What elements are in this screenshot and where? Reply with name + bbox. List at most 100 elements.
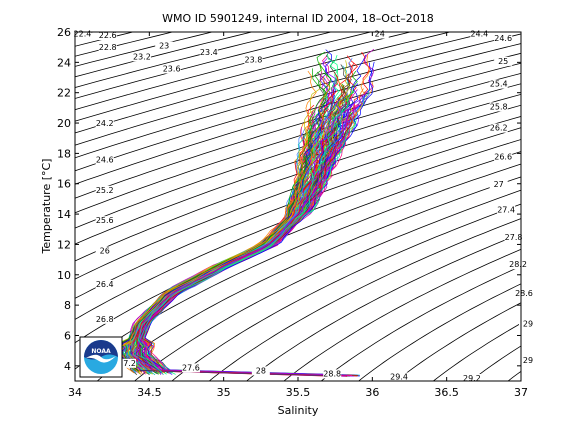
contour-label-bg — [181, 363, 200, 373]
contour-label: 23.8 — [244, 55, 262, 64]
contour-label: 29.4 — [390, 372, 408, 381]
contour-label-bg — [95, 246, 114, 256]
contour-label-bg — [489, 102, 508, 112]
profile-line — [142, 119, 357, 375]
x-tick-label: 34.5 — [137, 386, 162, 399]
contour-label-bg — [494, 56, 513, 66]
contour-label: 24.2 — [96, 119, 114, 128]
contour-label: 27.4 — [497, 206, 515, 215]
contour-label-bg — [489, 179, 508, 189]
isopycnal-line — [283, 248, 521, 381]
contour-label: 24 — [375, 30, 385, 39]
profile-line — [141, 99, 361, 377]
contour-label: 29 — [523, 356, 533, 365]
contour-label: 28.8 — [323, 369, 341, 378]
contour-label: 27 — [494, 180, 504, 189]
contour-label-bg — [323, 369, 342, 379]
contour-label-bg — [504, 232, 523, 242]
contour-label: 26.2 — [490, 124, 508, 133]
profile-line — [130, 63, 355, 372]
isopycnal-line — [527, 17, 576, 396]
profile-line — [141, 116, 349, 373]
isopycnal-line — [133, 189, 521, 381]
y-tick-label: 16 — [57, 178, 71, 191]
contour-label-bg — [494, 34, 513, 44]
y-tick-label: 20 — [57, 117, 71, 130]
isopycnal-line — [75, 32, 413, 122]
contour-label-bg — [489, 79, 508, 89]
contour-label-bg — [199, 47, 218, 57]
profile-line — [116, 109, 327, 376]
contour-label-bg — [155, 41, 174, 51]
contour-label: 25.6 — [96, 216, 114, 225]
profile-line — [117, 76, 331, 375]
contour-label-bg — [390, 372, 409, 382]
contour-label-bg — [162, 64, 181, 74]
noaa-bird-icon — [86, 354, 116, 363]
contour-label-bg — [494, 152, 513, 162]
y-tick-label: 24 — [57, 56, 71, 69]
profile-line — [127, 131, 320, 372]
contour-label-bg — [462, 374, 481, 383]
profile-line — [141, 51, 371, 377]
profile-line — [120, 99, 329, 377]
contour-label: 23 — [159, 42, 169, 51]
profile-line — [132, 76, 344, 375]
contour-label: 24.4 — [470, 30, 488, 39]
contour-label: 26.4 — [96, 280, 114, 289]
isopycnal-line — [75, 151, 521, 344]
contour-label-bg — [95, 216, 114, 226]
isopycnal-line — [75, 32, 294, 88]
profile-line — [117, 99, 330, 376]
profile-line — [125, 105, 324, 372]
contour-label: 23.6 — [163, 64, 181, 73]
isopycnal-line — [75, 93, 521, 245]
contour-label-bg — [497, 205, 516, 215]
x-tick-label: 34 — [68, 386, 82, 399]
contour-label-bg — [251, 366, 270, 376]
profile-line — [120, 134, 317, 374]
contour-label-bg — [73, 29, 92, 39]
contour-label-bg — [95, 119, 114, 129]
y-axis-label: Temperature [°C] — [40, 159, 53, 255]
isopycnal-line — [75, 43, 521, 172]
profile-line — [126, 115, 320, 371]
contour-label: 28.2 — [509, 260, 527, 269]
y-tick-label: 6 — [64, 329, 71, 342]
contour-label-bg — [95, 155, 114, 165]
profile-line — [120, 129, 313, 375]
y-tick-label: 10 — [57, 269, 71, 282]
contour-label: 29 — [523, 319, 533, 328]
contour-label: 26 — [100, 247, 110, 256]
y-tick-label: 4 — [64, 360, 71, 373]
contour-label: 25.4 — [490, 80, 508, 89]
contour-label-bg — [519, 355, 537, 365]
contour-label: 25.2 — [96, 186, 114, 195]
contour-label: 25.8 — [490, 102, 508, 111]
contour-label: 27.8 — [505, 233, 523, 242]
isopycnal-line — [75, 32, 333, 99]
contour-label: 22.6 — [99, 31, 117, 40]
y-tick-label: 14 — [57, 208, 71, 221]
profile-line — [125, 131, 323, 371]
noaa-logo-top — [84, 340, 118, 360]
profile-line — [137, 90, 354, 373]
noaa-logo: NOAA — [79, 336, 123, 378]
profile-line — [124, 116, 327, 373]
contour-label-bg — [509, 260, 528, 270]
contour-label: 26.8 — [96, 315, 114, 324]
contour-label: 25 — [498, 57, 508, 66]
x-tick-label: 35.5 — [286, 386, 311, 399]
isopycnal-line — [75, 52, 521, 185]
contour-label: 24.6 — [494, 34, 512, 43]
contour-label: 28.6 — [515, 289, 533, 298]
contour-label: 29.2 — [463, 374, 481, 383]
profile-line — [126, 118, 325, 375]
isopycnal-line — [75, 163, 521, 370]
isopycnal-line — [564, 17, 576, 396]
isopycnal-line — [75, 32, 452, 134]
contour-label-bg — [95, 279, 114, 289]
profile-line — [125, 129, 317, 375]
isopycnal-line — [75, 62, 521, 199]
